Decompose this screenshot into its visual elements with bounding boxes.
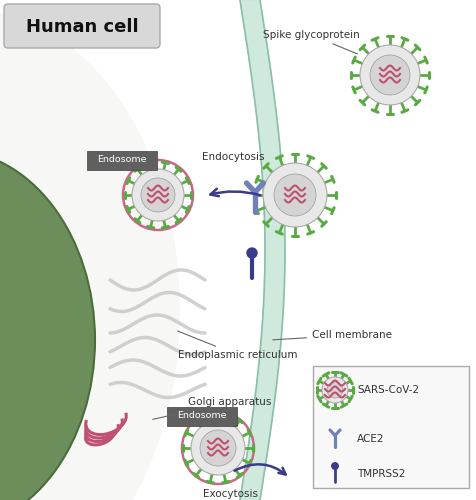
Text: Human cell: Human cell: [26, 18, 139, 36]
Text: Cell membrane: Cell membrane: [273, 330, 392, 340]
Text: Endosome: Endosome: [97, 156, 147, 164]
Circle shape: [263, 163, 327, 227]
Text: Endocytosis: Endocytosis: [202, 152, 264, 162]
Ellipse shape: [0, 150, 95, 500]
FancyBboxPatch shape: [313, 366, 469, 488]
Circle shape: [132, 169, 184, 221]
Polygon shape: [240, 0, 285, 500]
Text: Endosome: Endosome: [177, 412, 227, 420]
Text: SARS-CoV-2: SARS-CoV-2: [357, 385, 419, 395]
Text: TMPRSS2: TMPRSS2: [357, 469, 406, 479]
Circle shape: [247, 248, 257, 258]
Text: ACE2: ACE2: [357, 434, 385, 444]
Circle shape: [191, 421, 245, 475]
Text: Endoplasmic reticulum: Endoplasmic reticulum: [178, 331, 298, 360]
Circle shape: [332, 463, 338, 469]
Circle shape: [274, 174, 316, 216]
FancyBboxPatch shape: [87, 151, 157, 170]
Circle shape: [141, 178, 175, 212]
FancyArrowPatch shape: [235, 464, 286, 474]
Circle shape: [327, 382, 343, 398]
Text: Golgi apparatus: Golgi apparatus: [153, 397, 271, 419]
Circle shape: [322, 377, 348, 403]
FancyBboxPatch shape: [167, 407, 237, 426]
FancyArrowPatch shape: [210, 188, 260, 196]
Circle shape: [200, 430, 236, 466]
Text: Spike glycoprotein: Spike glycoprotein: [263, 30, 360, 54]
FancyBboxPatch shape: [4, 4, 160, 48]
Ellipse shape: [0, 10, 180, 500]
Circle shape: [370, 55, 410, 95]
Text: Exocytosis: Exocytosis: [202, 489, 258, 499]
Circle shape: [360, 45, 420, 105]
